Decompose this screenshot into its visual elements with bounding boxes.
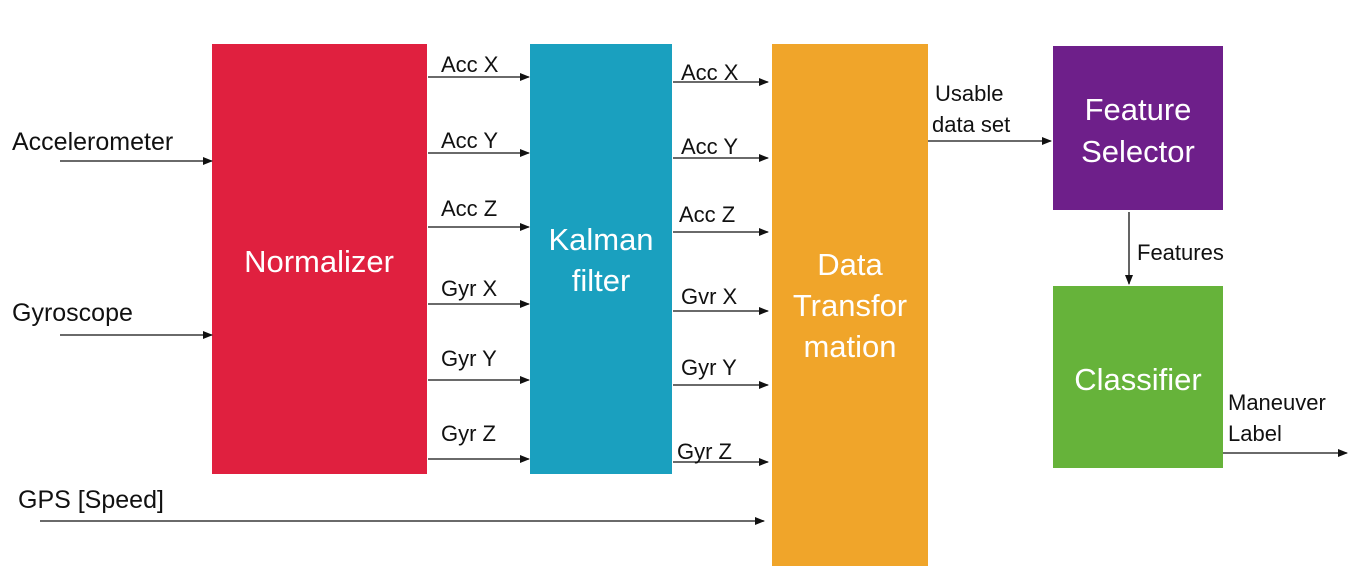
data-transformation-label-line1: Data [817, 247, 883, 282]
kalman-filter-block [530, 44, 672, 474]
feature-selector-label-line1: Feature [1085, 92, 1192, 127]
signal-label: Acc Z [679, 202, 735, 227]
data-transformation-label-line3: mation [803, 329, 896, 364]
data-transformation-block [772, 44, 928, 566]
signal-label: Acc Y [441, 128, 498, 153]
features-label: Features [1137, 240, 1224, 265]
signal-label: Gvr X [681, 284, 738, 309]
signal-label: Gyr Y [681, 355, 737, 380]
gyroscope-input-label: Gyroscope [12, 299, 133, 327]
maneuver-label-line2: Label [1228, 421, 1282, 446]
normalizer-label: Normalizer [244, 244, 394, 279]
gps-speed-input-label: GPS [Speed] [18, 486, 164, 514]
kalman-filter-label-line2: filter [572, 263, 631, 298]
classifier-label: Classifier [1074, 362, 1201, 397]
signal-label: Gyr Z [677, 439, 732, 464]
signal-label: Gyr Y [441, 346, 497, 371]
usable-data-label-line1: Usable [935, 81, 1003, 106]
feature-selector-label-line2: Selector [1081, 134, 1195, 169]
normalizer-to-kalman-signals: Acc X Acc Y Acc Z Gyr X Gyr Y Gyr Z [428, 52, 530, 463]
signal-label: Gyr X [441, 276, 498, 301]
maneuver-label-line1: Maneuver [1228, 390, 1326, 415]
normalizer-block [212, 44, 427, 474]
signal-label: Acc X [681, 60, 739, 85]
data-transformation-label-line2: Transfor [793, 288, 907, 323]
feature-selector-block [1053, 46, 1223, 210]
classifier-block [1053, 286, 1223, 468]
signal-label: Acc Y [681, 134, 738, 159]
signal-label: Acc Z [441, 196, 497, 221]
kalman-filter-label-line1: Kalman [548, 222, 653, 257]
accelerometer-input-label: Accelerometer [12, 128, 173, 156]
kalman-to-transformation-signals: Acc X Acc Y Acc Z Gvr X Gyr Y Gyr Z [673, 60, 769, 466]
usable-data-label-line2: data set [932, 112, 1010, 137]
signal-label: Acc X [441, 52, 499, 77]
signal-label: Gyr Z [441, 421, 496, 446]
